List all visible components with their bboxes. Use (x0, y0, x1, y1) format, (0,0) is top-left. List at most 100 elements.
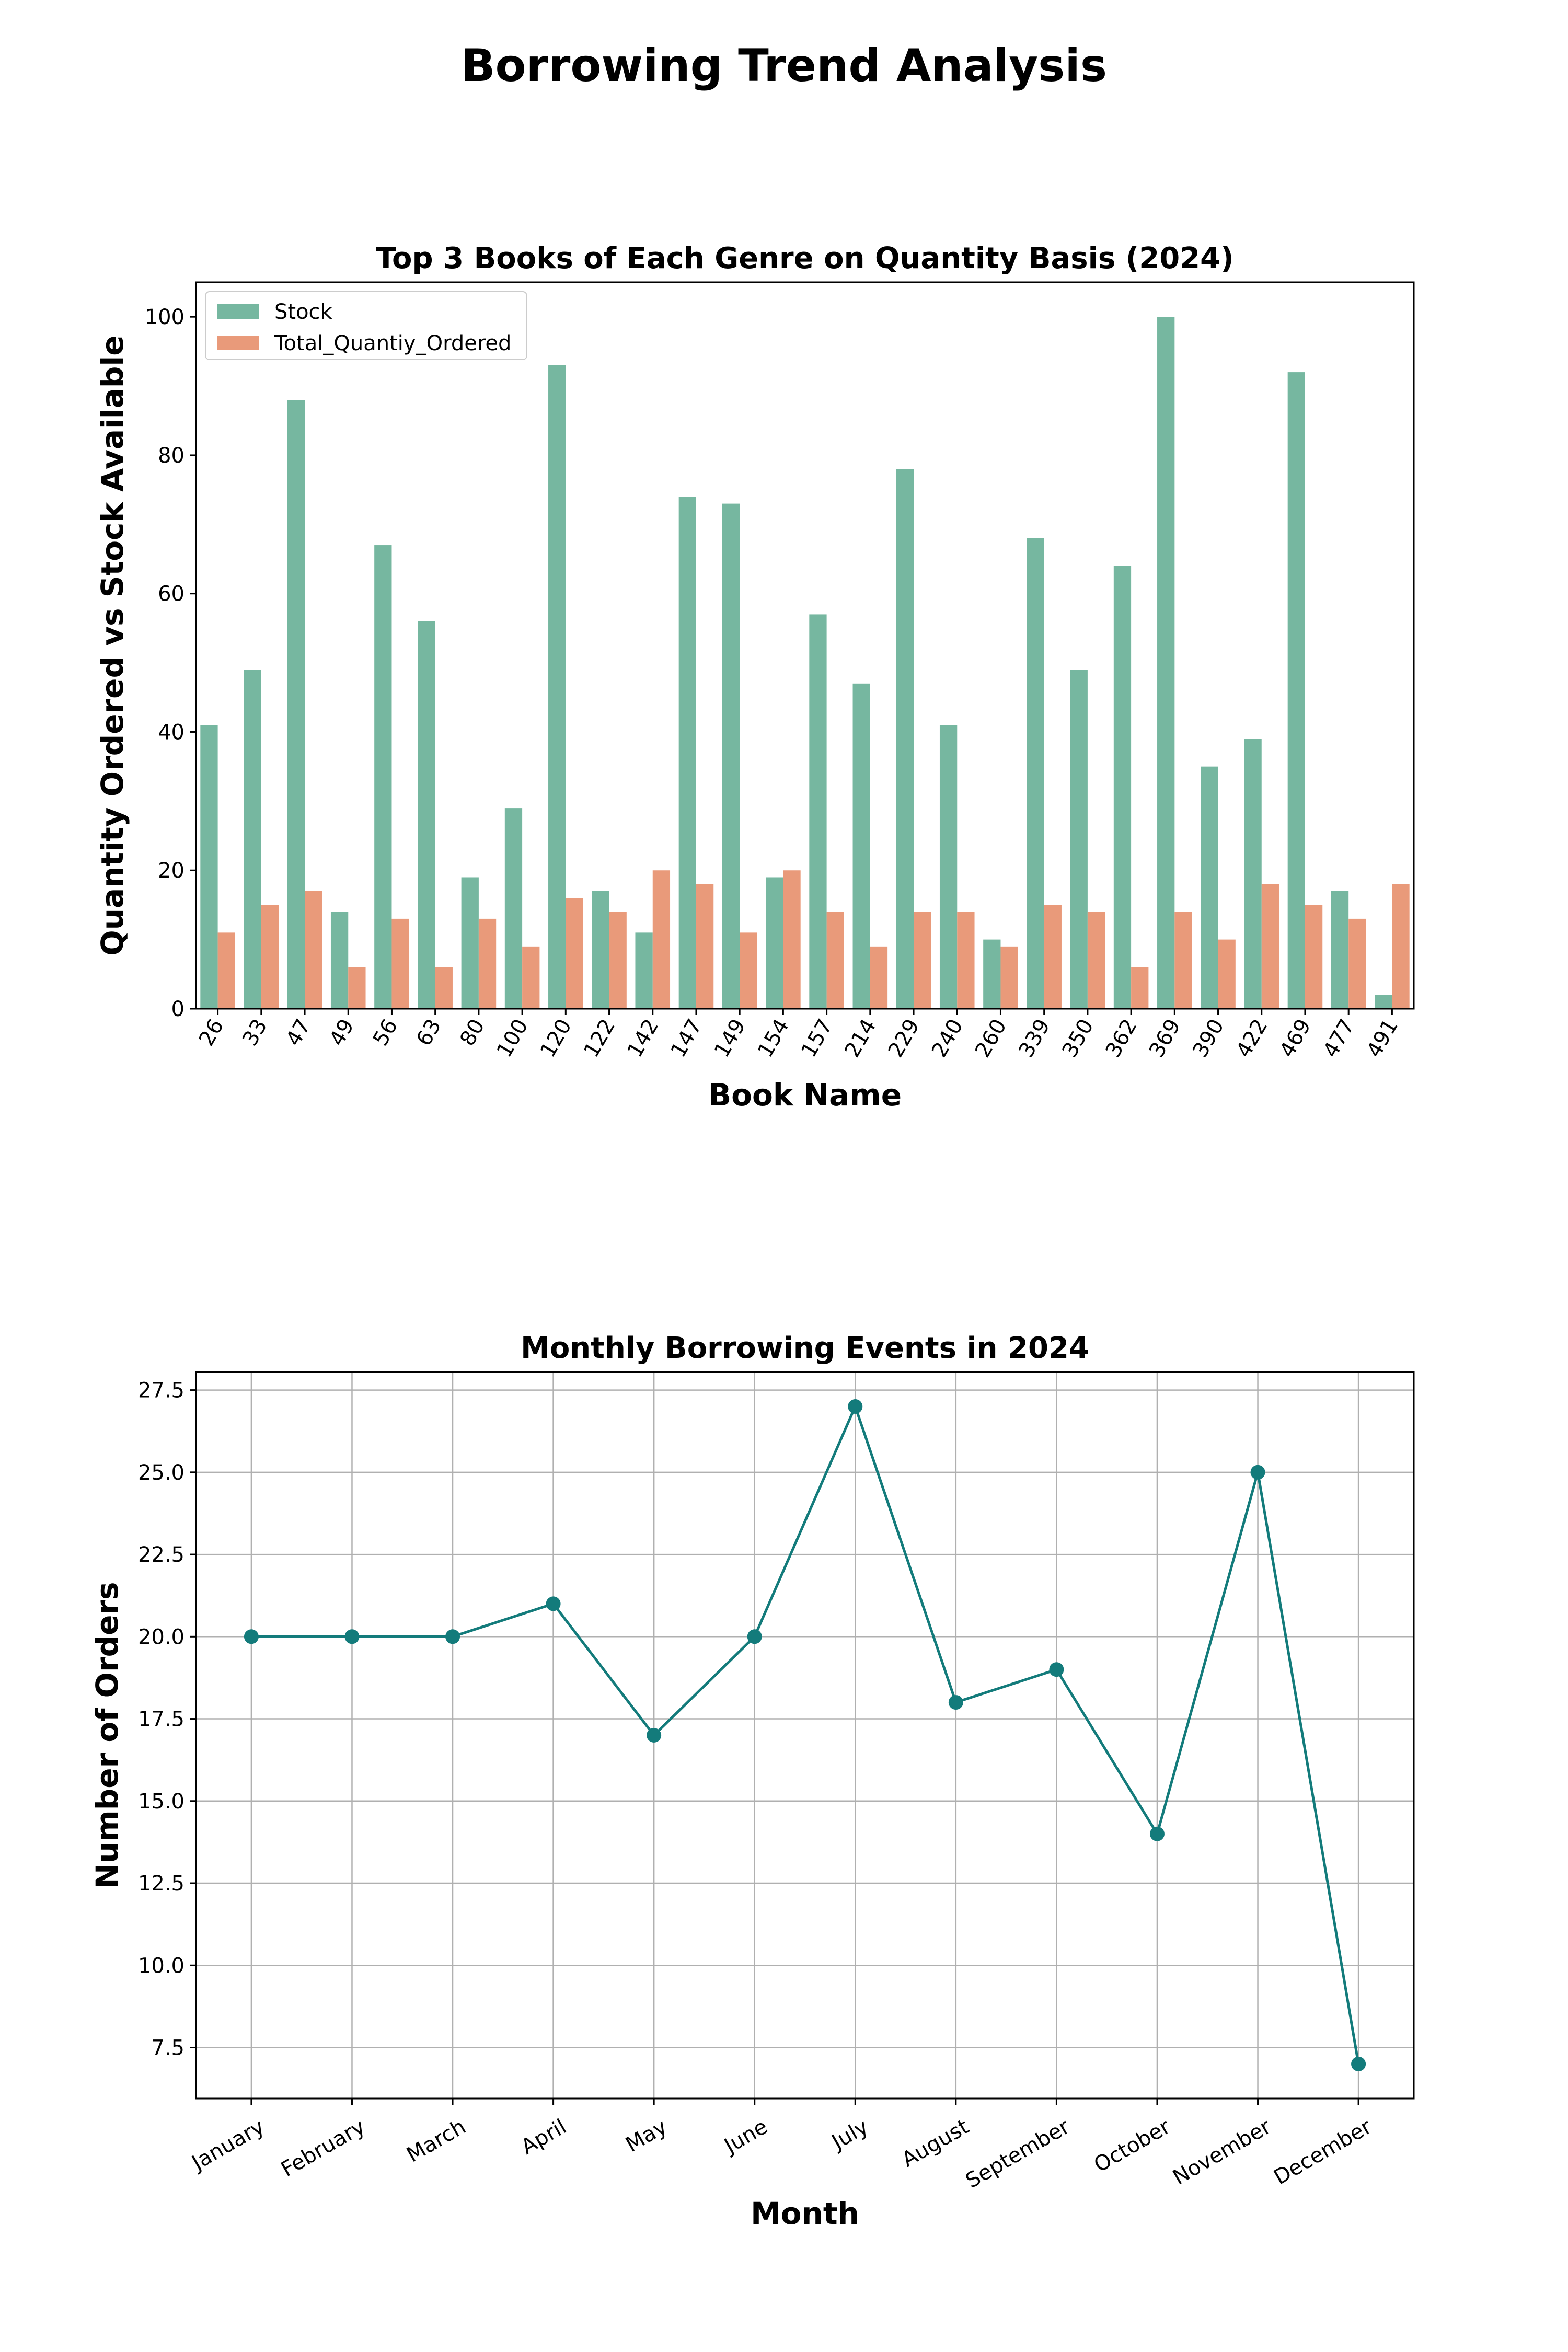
x-tick-label: 260 (971, 1015, 1011, 1062)
legend-swatch-stock (217, 304, 259, 319)
bar-ordered-56 (391, 918, 409, 1009)
bar-ordered-362 (1131, 967, 1149, 1009)
x-tick-label: April (517, 2115, 570, 2160)
x-tick-label: 477 (1319, 1015, 1359, 1062)
bar-ordered-33 (261, 905, 279, 1009)
y-tick-label: 0 (171, 997, 185, 1021)
bar-ordered-214 (870, 946, 888, 1009)
bar-ordered-339 (1044, 905, 1062, 1009)
point-may (647, 1728, 662, 1743)
x-tick-label: June (719, 2115, 772, 2159)
bar-stock-100 (504, 808, 523, 1009)
bar-stock-369 (1157, 317, 1175, 1009)
point-january (244, 1629, 259, 1644)
legend-label-stock: Stock (274, 300, 333, 324)
bar-ordered-100 (522, 946, 540, 1009)
y-tick-label: 100 (145, 305, 185, 329)
legend-swatch-total-quantity-ordered (217, 336, 259, 350)
bar-stock-63 (418, 621, 435, 1009)
line-chart-x-ticks: January February March April May June July Augu… (187, 2099, 1376, 2193)
bar-ordered-49 (348, 967, 366, 1009)
bar-ordered-26 (217, 932, 235, 1009)
y-tick-label: 12.5 (138, 1872, 185, 1896)
bar-ordered-350 (1087, 912, 1105, 1009)
point-april (546, 1596, 561, 1611)
line-chart-x-axis-label: Month (751, 2196, 859, 2231)
bar-ordered-240 (957, 912, 975, 1009)
bar-chart-legend: Stock Total_Quantiy_Ordered (205, 291, 527, 360)
x-tick-label: 157 (797, 1015, 837, 1062)
point-october (1149, 1826, 1165, 1841)
x-tick-label: November (1169, 2115, 1275, 2190)
x-tick-label: 26 (194, 1015, 228, 1050)
bar-ordered-469 (1305, 905, 1323, 1009)
y-tick-label: 20.0 (138, 1625, 185, 1649)
point-july (848, 1399, 863, 1414)
legend-label-total-quantity-ordered: Total_Quantiy_Ordered (274, 331, 511, 355)
bar-chart-bars (200, 317, 1410, 1009)
bar-chart-plot-frame (195, 281, 1415, 1010)
y-tick-label: 15.0 (138, 1790, 185, 1814)
bar-ordered-369 (1174, 912, 1192, 1009)
bar-chart-y-ticks: 0 20 40 60 80 100 (145, 305, 196, 1021)
y-tick-label: 25.0 (138, 1461, 185, 1485)
bar-ordered-149 (740, 932, 757, 1009)
y-tick-label: 22.5 (138, 1543, 185, 1567)
y-tick-label: 40 (158, 720, 185, 744)
line-chart-points (244, 1399, 1366, 2071)
x-tick-label: 154 (753, 1015, 794, 1062)
line-chart-grid (196, 1372, 1414, 2099)
x-tick-label: 49 (325, 1015, 359, 1050)
bar-ordered-422 (1261, 884, 1279, 1009)
line-chart: Monthly Borrowing Events in 2024 7.5 10.0… (89, 1331, 1415, 2231)
bar-ordered-122 (609, 912, 627, 1009)
bar-stock-56 (374, 545, 392, 1009)
line-series (251, 1403, 1360, 2065)
bar-ordered-157 (826, 912, 844, 1009)
bar-ordered-491 (1392, 884, 1410, 1009)
bar-ordered-390 (1218, 939, 1236, 1009)
bar-stock-350 (1070, 670, 1088, 1009)
point-february (344, 1629, 360, 1644)
bar-stock-491 (1375, 995, 1392, 1009)
x-tick-label: February (277, 2115, 370, 2182)
bar-stock-47 (287, 400, 305, 1009)
bar-ordered-142 (652, 870, 671, 1009)
x-tick-label: 390 (1188, 1015, 1229, 1062)
bar-ordered-120 (566, 898, 583, 1009)
x-tick-label: September (962, 2115, 1074, 2194)
bar-chart-x-axis-label: Book Name (708, 1077, 902, 1113)
bar-stock-422 (1244, 739, 1262, 1009)
bar-stock-122 (592, 891, 609, 1009)
y-tick-label: 80 (158, 444, 185, 468)
line-chart-y-ticks: 7.5 10.0 12.5 15.0 17.5 20.0 22.5 25.0 27.5 (138, 1379, 196, 2060)
point-november (1250, 1465, 1265, 1480)
x-tick-label: May (622, 2115, 672, 2157)
bar-stock-260 (983, 939, 1001, 1009)
x-tick-label: August (898, 2115, 973, 2172)
bar-stock-339 (1027, 538, 1044, 1009)
bar-chart-y-axis-label: Quantity Ordered vs Stock Available (95, 335, 130, 955)
x-tick-label: 149 (710, 1015, 751, 1062)
x-tick-label: 120 (536, 1015, 577, 1062)
bar-stock-147 (678, 497, 696, 1009)
x-tick-label: 142 (622, 1015, 663, 1062)
bar-ordered-154 (783, 870, 801, 1009)
point-september (1049, 1662, 1064, 1677)
bar-ordered-260 (1000, 946, 1018, 1009)
bar-stock-49 (330, 912, 349, 1009)
bar-stock-229 (896, 469, 914, 1009)
x-tick-label: 362 (1101, 1015, 1142, 1062)
x-tick-label: 369 (1145, 1015, 1185, 1062)
bar-stock-154 (766, 877, 783, 1009)
x-tick-label: 469 (1275, 1015, 1316, 1062)
x-tick-label: 229 (884, 1015, 925, 1062)
x-tick-label: March (402, 2115, 470, 2167)
bar-stock-477 (1331, 891, 1349, 1009)
x-tick-label: 147 (666, 1015, 707, 1062)
x-tick-label: 33 (238, 1015, 272, 1050)
bar-stock-120 (548, 365, 566, 1009)
bar-chart-x-ticks: 26 33 47 49 56 63 80 100 120 122 142 147 149 154 157 21… (194, 1009, 1403, 1062)
x-tick-label: 122 (579, 1015, 620, 1062)
